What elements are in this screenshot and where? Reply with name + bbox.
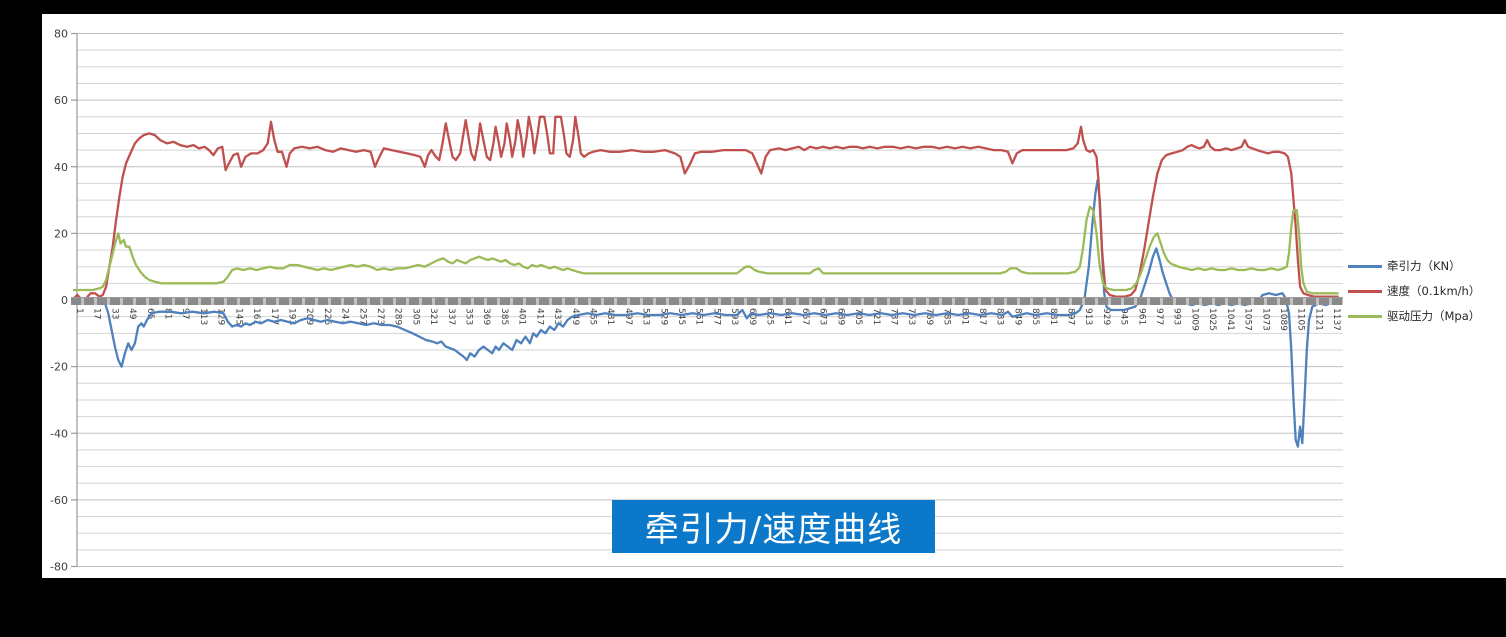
x-axis-label: 1089: [1278, 308, 1288, 331]
x-axis-label: 401: [517, 308, 527, 325]
x-axis-label: 417: [534, 308, 544, 325]
x-axis-label: 833: [995, 308, 1005, 325]
x-axis-label: 881: [1048, 308, 1058, 325]
y-axis-label: -80: [50, 561, 68, 574]
x-axis-label: 289: [393, 308, 403, 325]
x-axis-label: 929: [1101, 308, 1111, 325]
legend-line-swatch: [1348, 314, 1382, 318]
x-axis-label: 785: [942, 308, 952, 325]
chart-legend: 牵引力（KN） 速度（0.1km/h） 驱动压力（Mpa）: [1348, 258, 1480, 324]
x-axis-label: 817: [977, 308, 987, 325]
y-axis-label: -60: [50, 494, 68, 507]
x-axis-label: 945: [1119, 308, 1129, 325]
y-axis-label: 80: [54, 28, 68, 41]
x-axis-label: 897: [1066, 308, 1076, 325]
legend-item-series-speed: 速度（0.1km/h）: [1348, 283, 1480, 299]
x-axis-label: 993: [1172, 308, 1182, 325]
x-axis-label: 273: [375, 308, 385, 325]
x-axis-label: 609: [747, 308, 757, 325]
x-axis-label: 913: [1083, 308, 1093, 325]
legend-item-series-traction: 牵引力（KN）: [1348, 258, 1480, 274]
x-axis-label: 673: [818, 308, 828, 325]
x-axis-label: 129: [216, 308, 226, 325]
x-axis-label: 481: [605, 308, 615, 325]
x-axis-label: 17: [92, 308, 102, 319]
y-axis-label: -20: [50, 361, 68, 374]
x-axis-label: 577: [711, 308, 721, 325]
x-axis-label: 161: [251, 308, 261, 325]
x-axis-label: 593: [729, 308, 739, 325]
x-axis-label: 465: [587, 308, 597, 325]
x-axis-label: 961: [1136, 308, 1146, 325]
x-axis-label: 369: [481, 308, 491, 325]
x-axis-label: 257: [357, 308, 367, 325]
x-axis-label: 145: [233, 308, 243, 325]
x-axis-label: 321: [428, 308, 438, 325]
x-axis-label: 977: [1154, 308, 1164, 325]
x-axis-label: 1105: [1296, 308, 1306, 331]
x-axis-label: 209: [304, 308, 314, 325]
series-speed: [72, 115, 1339, 300]
x-axis-label: 625: [765, 308, 775, 325]
legend-label: 驱动压力（Mpa）: [1387, 309, 1481, 323]
x-axis-label: 1041: [1225, 308, 1235, 331]
x-axis-label: 353: [464, 308, 474, 325]
x-axis-label: 529: [658, 308, 668, 325]
x-axis-label: 545: [676, 308, 686, 325]
y-axis-label: 40: [54, 161, 68, 174]
x-axis-label: 305: [410, 308, 420, 325]
x-axis-label: 33: [109, 308, 119, 319]
x-axis-label: 849: [1012, 308, 1022, 325]
x-axis-label: 1073: [1260, 308, 1270, 331]
x-axis-label: 737: [888, 308, 898, 325]
x-axis-label: 193: [286, 308, 296, 325]
x-axis-label: 81: [163, 308, 173, 319]
x-axis-label: 241: [340, 308, 350, 325]
x-axis-label: 513: [641, 308, 651, 325]
gridlines: [77, 33, 1343, 567]
x-axis-label: 753: [906, 308, 916, 325]
x-axis-label: 337: [446, 308, 456, 325]
x-axis-label: 1137: [1331, 308, 1341, 331]
x-axis-label: 769: [924, 308, 934, 325]
x-axis-label: 657: [800, 308, 810, 325]
x-axis-label: 865: [1030, 308, 1040, 325]
chart-title-banner: 牵引力/速度曲线: [612, 500, 935, 553]
x-axis-label: 705: [853, 308, 863, 325]
x-axis-label: 1025: [1207, 308, 1217, 331]
series-pressure: [72, 205, 1339, 295]
y-axis-label: 20: [54, 227, 68, 240]
x-axis-label: 1009: [1189, 308, 1199, 331]
x-axis-label: 65: [145, 308, 155, 319]
x-axis-label: 561: [694, 308, 704, 325]
x-axis-label: 113: [198, 308, 208, 325]
y-axis-label: -40: [50, 427, 68, 440]
x-axis-label: 225: [322, 308, 332, 325]
x-axis-label: 689: [835, 308, 845, 325]
x-axis-label: 385: [499, 308, 509, 325]
x-axis-label: 497: [623, 308, 633, 325]
x-axis-labels: 1 17 33 49 65 81 97 113 129 145 161 177 193 209 225 241…: [74, 308, 1341, 331]
y-axis-label: 0: [61, 294, 68, 307]
zero-axis-band: [71, 297, 1343, 305]
x-axis-label: 1: [74, 308, 84, 314]
x-axis-label: 641: [782, 308, 792, 325]
legend-line-swatch: [1348, 289, 1382, 293]
legend-item-series-pressure: 驱动压力（Mpa）: [1348, 308, 1480, 324]
legend-line-swatch: [1348, 264, 1382, 268]
x-axis-label: 801: [959, 308, 969, 325]
x-axis-label: 433: [552, 308, 562, 325]
x-axis-label: 49: [127, 308, 137, 320]
legend-label: 速度（0.1km/h）: [1387, 284, 1481, 298]
x-axis-label: 1121: [1313, 308, 1323, 331]
x-axis-label: 177: [269, 308, 279, 325]
legend-label: 牵引力（KN）: [1387, 259, 1461, 273]
x-axis-label: 721: [871, 308, 881, 325]
y-axis-label: 60: [54, 94, 68, 107]
x-axis-label: 1057: [1243, 308, 1253, 331]
